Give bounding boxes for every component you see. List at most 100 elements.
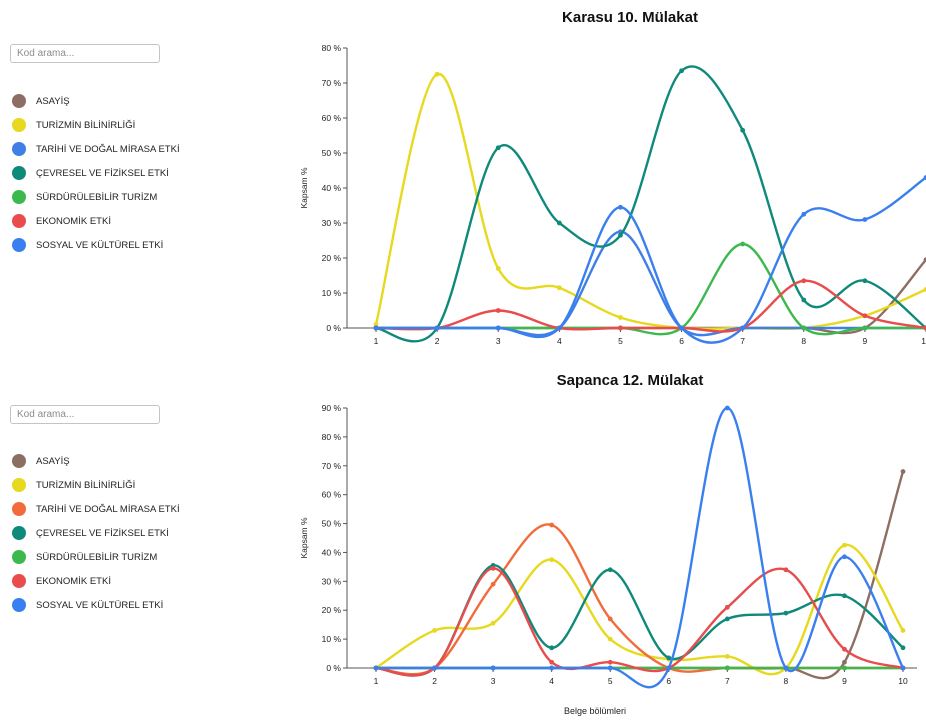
data-point[interactable]: ÇEVRESEL VE FİZİKSEL ETKİ: 26.5 [618, 232, 623, 238]
legend-item-turizmin-bilinirligi[interactable]: TURİZMİN BİLİNİRLİĞİ [12, 113, 180, 137]
data-point[interactable]: EKONOMİK ETKİ: 34 [783, 567, 789, 573]
data-point[interactable]: EKONOMİK ETKİ: 34.5 [490, 565, 496, 571]
series-sosyal-ve-kulturel-etki[interactable]: SOSYAL VE KÜLTÜREL ETKİ: 0 SOSYAL VE KÜLT… [373, 405, 906, 689]
data-point[interactable]: SOSYAL VE KÜLTÜREL ETKİ: 43 [923, 175, 926, 180]
legend-marker [12, 526, 26, 540]
series-turizmin-bilinirligi[interactable]: TURİZMİN BİLİNİRLİĞİ: 0TURİZMİN BİLİNİRL… [373, 542, 906, 676]
legend-item-ekonomik-etki[interactable]: EKONOMİK ETKİ [12, 569, 180, 593]
data-point[interactable]: SOSYAL VE KÜLTÜREL ETKİ: 38.5 [842, 554, 847, 560]
data-point[interactable]: TURİZMİN BİLİNİRLİĞİ: 15.5 [490, 620, 496, 626]
legend-marker [12, 118, 26, 132]
data-point[interactable]: ÇEVRESEL VE FİZİKSEL ETKİ: 30 [556, 220, 562, 226]
data-point[interactable]: EKONOMİK ETKİ: 3.5 [862, 313, 868, 319]
data-point[interactable]: TARİHİ VE DOĞAL MİRASA ETKİ: 17 [607, 616, 613, 622]
data-point[interactable]: TARİHİ VE DOĞAL MİRASA ETKİ: 49.5 [549, 522, 555, 528]
data-point[interactable]: SOSYAL VE KÜLTÜREL ETKİ: 0 [495, 325, 501, 331]
data-point[interactable]: SOSYAL VE KÜLTÜREL ETKİ: 32.5 [801, 211, 807, 217]
data-point[interactable]: SÜRDÜRÜLEBİLİR TURİZM: 0 [724, 665, 730, 671]
data-point[interactable]: ÇEVRESEL VE FİZİKSEL ETKİ: 8 [801, 297, 807, 303]
data-point[interactable]: TARİHİ VE DOĞAL MİRASA ETKİ: 29 [490, 581, 496, 587]
legend-item-surdurulebilir-turizm[interactable]: SÜRDÜRÜLEBİLİR TURİZM [12, 185, 180, 209]
data-point[interactable]: SOSYAL VE KÜLTÜREL ETKİ: 0 [740, 325, 746, 331]
data-point[interactable]: SOSYAL VE KÜLTÜREL ETKİ: 0 [556, 325, 562, 331]
data-point[interactable]: TURİZMİN BİLİNİRLİĞİ: 17 [495, 266, 501, 271]
data-point[interactable]: TURİZMİN BİLİNİRLİĞİ: 10 [607, 636, 613, 642]
data-point[interactable]: EKONOMİK ETKİ: 6.5 [842, 646, 847, 652]
data-point[interactable]: TURİZMİN BİLİNİRLİĞİ: 11.5 [556, 285, 562, 291]
data-point[interactable]: EKONOMİK ETKİ: 2 [549, 659, 555, 665]
data-point[interactable]: SÜRDÜRÜLEBİLİR TURİZM: 0 [842, 665, 847, 671]
data-point[interactable]: TURİZMİN BİLİNİRLİĞİ: 72.5 [434, 71, 440, 77]
legend-item-sosyal-ve-kulturel-etki[interactable]: SOSYAL VE KÜLTÜREL ETKİ [12, 233, 180, 257]
series-ekonomik-etki[interactable]: EKONOMİK ETKİ: 0EKONOMİK ETKİ: 0EKONOMİK… [373, 565, 906, 677]
data-point[interactable]: ÇEVRESEL VE FİZİKSEL ETKİ: 7 [549, 645, 555, 651]
data-point[interactable]: ÇEVRESEL VE FİZİKSEL ETKİ: 34 [607, 567, 613, 573]
chart-panel-karasu: ASAYİŞ TURİZMİN BİLİNİRLİĞİ TARİHİ VE DO… [0, 0, 926, 362]
data-point[interactable]: TURİZMİN BİLİNİRLİĞİ: 3 [618, 315, 623, 320]
data-point[interactable]: SOSYAL VE KÜLTÜREL ETKİ: 90 [724, 405, 730, 411]
legend-item-ekonomik-etki[interactable]: EKONOMİK ETKİ [12, 209, 180, 233]
data-point[interactable]: ÇEVRESEL VE FİZİKSEL ETKİ: 73.5 [679, 68, 684, 74]
series-tarihi-ve-dogal-mirasa-etki[interactable]: TARİHİ VE DOĞAL MİRASA ETKİ: 0TARİHİ VE … [373, 522, 906, 676]
data-point[interactable]: SOSYAL VE KÜLTÜREL ETKİ: 0 [373, 325, 379, 331]
data-point[interactable]: EKONOMİK ETKİ: 13.5 [801, 278, 807, 284]
data-point[interactable]: TURİZMİN BİLİNİRLİĞİ: 13 [432, 628, 437, 633]
data-point[interactable]: ASAYİŞ: 2 [842, 659, 847, 665]
series-tarihi-ve-dogal-mirasa-etki[interactable]: TARİHİ VE DOĞAL MİRASA ETKİ: 0TARİHİ VE … [373, 229, 926, 337]
data-point[interactable]: SOSYAL VE KÜLTÜREL ETKİ: 0 [666, 665, 672, 671]
series-line [374, 65, 926, 343]
data-point[interactable]: TURİZMİN BİLİNİRLİĞİ: 4 [724, 654, 730, 659]
x-tick-label: 5 [608, 676, 613, 686]
data-point[interactable]: ÇEVRESEL VE FİZİKSEL ETKİ: 3.5 [666, 655, 672, 661]
data-point[interactable]: ÇEVRESEL VE FİZİKSEL ETKİ: 56.5 [740, 127, 746, 133]
code-search-input[interactable] [10, 405, 160, 424]
data-point[interactable]: ÇEVRESEL VE FİZİKSEL ETKİ: 7 [900, 645, 906, 651]
data-point[interactable]: TURİZMİN BİLİNİRLİĞİ: 42.5 [842, 542, 847, 548]
data-point[interactable]: EKONOMİK ETKİ: 21 [724, 604, 730, 610]
data-point[interactable]: ÇEVRESEL VE FİZİKSEL ETKİ: 25 [842, 593, 847, 599]
legend-item-tarihi-ve-dogal-mirasa-etki[interactable]: TARİHİ VE DOĞAL MİRASA ETKİ [12, 137, 180, 161]
legend-item-asayis[interactable]: ASAYİŞ [12, 89, 180, 113]
data-point[interactable]: SOSYAL VE KÜLTÜREL ETKİ: 34.5 [618, 204, 623, 210]
data-point[interactable]: SOSYAL VE KÜLTÜREL ETKİ: 0 [490, 665, 496, 671]
legend-item-cevresel-ve-fiziksel-etki[interactable]: ÇEVRESEL VE FİZİKSEL ETKİ [12, 521, 180, 545]
data-point[interactable]: SÜRDÜRÜLEBİLİR TURİZM: 0 [862, 325, 868, 331]
data-point[interactable]: EKONOMİK ETKİ: 5 [495, 308, 501, 313]
data-point[interactable]: ÇEVRESEL VE FİZİKSEL ETKİ: 13.5 [862, 278, 868, 284]
legend-item-cevresel-ve-fiziksel-etki[interactable]: ÇEVRESEL VE FİZİKSEL ETKİ [12, 161, 180, 185]
data-point[interactable]: SÜRDÜRÜLEBİLİR TURİZM: 24 [740, 241, 746, 247]
data-point[interactable]: EKONOMİK ETKİ: 2 [607, 659, 613, 665]
legend-item-sosyal-ve-kulturel-etki[interactable]: SOSYAL VE KÜLTÜREL ETKİ [12, 593, 180, 617]
data-point[interactable]: ÇEVRESEL VE FİZİKSEL ETKİ: 17 [724, 616, 730, 622]
data-point[interactable]: EKONOMİK ETKİ: 0 [923, 325, 926, 331]
data-point[interactable]: ÇEVRESEL VE FİZİKSEL ETKİ: 51.5 [495, 145, 501, 151]
legend-item-asayis[interactable]: ASAYİŞ [12, 449, 180, 473]
chart-title: Sapanca 12. Mülakat [556, 372, 704, 389]
data-point[interactable]: SOSYAL VE KÜLTÜREL ETKİ: 0 [373, 665, 379, 671]
data-point[interactable]: ASAYİŞ: 68 [900, 469, 906, 474]
data-point[interactable]: SOSYAL VE KÜLTÜREL ETKİ: 0 [900, 665, 906, 671]
data-point[interactable]: SOSYAL VE KÜLTÜREL ETKİ: 0 [607, 665, 613, 671]
data-point[interactable]: SOSYAL VE KÜLTÜREL ETKİ: 0 [679, 325, 684, 331]
series-cevresel-ve-fiziksel-etki[interactable]: ÇEVRESEL VE FİZİKSEL ETKİ: 0ÇEVRESEL VE … [373, 563, 906, 677]
series-sosyal-ve-kulturel-etki[interactable]: SOSYAL VE KÜLTÜREL ETKİ: 0 SOSYAL VE KÜLT… [373, 175, 926, 344]
data-point[interactable]: TURİZMİN BİLİNİRLİĞİ: 13 [900, 628, 906, 633]
data-point[interactable]: SOSYAL VE KÜLTÜREL ETKİ: 0 [432, 665, 437, 671]
legend-item-tarihi-ve-dogal-mirasa-etki[interactable]: TARİHİ VE DOĞAL MİRASA ETKİ [12, 497, 180, 521]
data-point[interactable]: ASAYİŞ: 19.5 [923, 257, 926, 263]
data-point[interactable]: SOSYAL VE KÜLTÜREL ETKİ: 0 [783, 665, 789, 671]
data-point[interactable]: SOSYAL VE KÜLTÜREL ETKİ: 31 [862, 217, 868, 222]
data-point[interactable]: TURİZMİN BİLİNİRLİĞİ: 37.5 [549, 557, 555, 563]
y-tick-label: 70 % [322, 461, 342, 471]
data-point[interactable]: SÜRDÜRÜLEBİLİR TURİZM: 0 [801, 325, 807, 331]
data-point[interactable]: ÇEVRESEL VE FİZİKSEL ETKİ: 19 [783, 610, 789, 616]
legend-item-turizmin-bilinirligi[interactable]: TURİZMİN BİLİNİRLİĞİ [12, 473, 180, 497]
data-point[interactable]: TURİZMİN BİLİNİRLİĞİ: 1 [373, 322, 379, 327]
data-point[interactable]: TURİZMİN BİLİNİRLİĞİ: 11 [923, 287, 926, 292]
code-search-input[interactable] [10, 44, 160, 63]
data-point[interactable]: EKONOMİK ETKİ: 0 [618, 325, 623, 331]
x-tick-label: 1 [374, 336, 379, 346]
data-point[interactable]: SOSYAL VE KÜLTÜREL ETKİ: 0 [549, 665, 555, 671]
legend-item-surdurulebilir-turizm[interactable]: SÜRDÜRÜLEBİLİR TURİZM [12, 545, 180, 569]
data-point[interactable]: SOSYAL VE KÜLTÜREL ETKİ: 0 [434, 325, 440, 331]
